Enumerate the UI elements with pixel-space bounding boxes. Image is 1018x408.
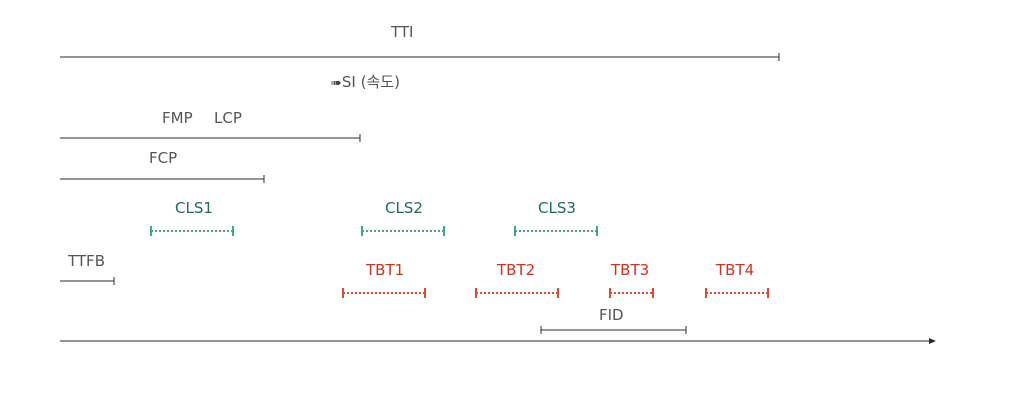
tbt4-segment: [705, 288, 769, 298]
tbt3-label: TBT3: [611, 261, 650, 279]
fcp-label: FCP: [149, 149, 178, 167]
cls3-label: CLS3: [538, 199, 576, 217]
lcp-label: LCP: [214, 109, 242, 127]
tbt4-label: TBT4: [716, 261, 755, 279]
tbt2-label: TBT2: [497, 261, 536, 279]
tti-label: TTI: [391, 23, 414, 41]
cls2-label: CLS2: [385, 199, 423, 217]
fid-label: FID: [599, 306, 624, 324]
tbt1-segment: [342, 288, 426, 298]
si-label-group: ➠SI (속도): [331, 73, 400, 93]
tbt1-label: TBT1: [366, 261, 405, 279]
si-label: SI (속도): [341, 73, 400, 91]
tbt3-segment: [609, 288, 654, 298]
cls1-label: CLS1: [175, 199, 213, 217]
fmp-label: FMP: [162, 109, 193, 127]
ttfb-label: TTFB: [68, 252, 105, 270]
cls1-segment: [150, 226, 234, 236]
arrowhead-icon: [929, 338, 936, 344]
cls3-segment: [514, 226, 598, 236]
tbt2-segment: [475, 288, 559, 298]
right-arrow-icon: ➠: [331, 76, 342, 91]
cls2-segment: [361, 226, 445, 236]
